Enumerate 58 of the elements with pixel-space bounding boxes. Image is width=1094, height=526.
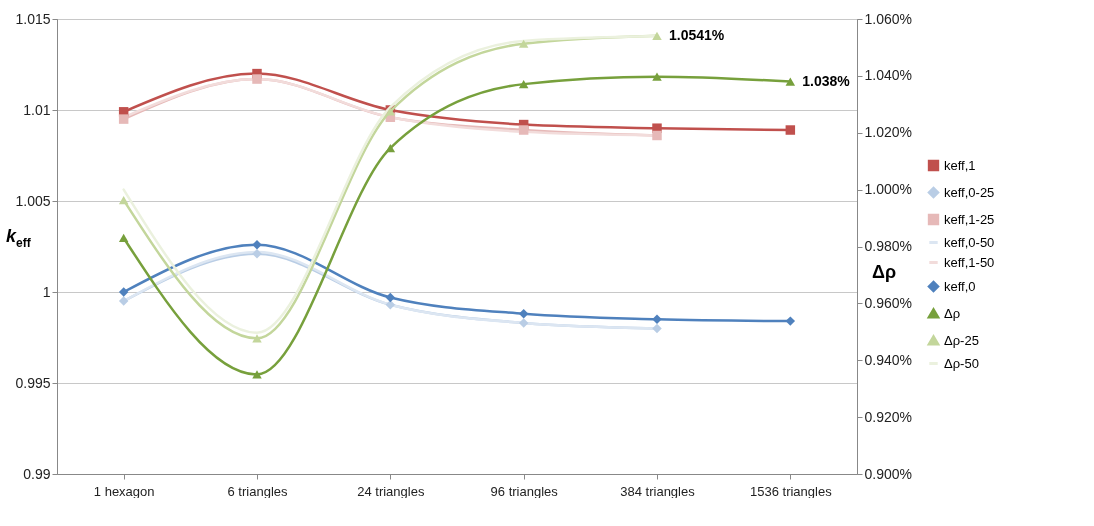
- point: [652, 72, 662, 81]
- point: [785, 125, 796, 135]
- point: [785, 77, 796, 86]
- legend-label: keff,1-50: [944, 254, 995, 270]
- y-tick-label: 0.99: [23, 465, 51, 482]
- y2-tick-label: 0.940%: [864, 351, 912, 368]
- legend-label: keff,0: [944, 278, 976, 294]
- point: [518, 309, 529, 319]
- data-label: 1.038%: [802, 72, 851, 89]
- y2-tick-label: 1.040%: [864, 67, 912, 84]
- y-tick-label: 1.005: [15, 192, 51, 209]
- x-tick-label: 24 triangles: [357, 483, 425, 499]
- point: [252, 74, 262, 84]
- point: [652, 130, 662, 141]
- y-tick-label: 1: [42, 283, 51, 300]
- y-tick-label: 1.01: [23, 101, 51, 118]
- x-tick-label: 1 hexagon: [93, 483, 155, 499]
- y-axis-title: k$_{eff}$: [6, 226, 31, 250]
- y-tick-label: 0.995: [15, 374, 51, 391]
- point: [118, 233, 129, 243]
- point: [252, 239, 262, 250]
- y-tick-label: 1.015: [15, 10, 51, 27]
- legend-label: keff,1-25: [944, 211, 995, 227]
- point: [385, 292, 396, 303]
- y2-tick-label: 0.980%: [864, 238, 912, 254]
- point: [652, 314, 662, 325]
- y2-tick-label: 1.020%: [864, 124, 912, 141]
- point: [385, 144, 396, 153]
- legend-label: Δρ-50: [944, 355, 979, 371]
- point: [652, 31, 662, 40]
- point: [518, 80, 529, 89]
- point: [118, 287, 129, 297]
- y2-tick-label: 0.900%: [864, 465, 912, 482]
- x-tick-label: 384 triangles: [620, 483, 696, 499]
- legend-label: keff,0-50: [944, 234, 995, 250]
- legend-label: keff,0-25: [944, 184, 995, 200]
- point: [118, 296, 129, 306]
- legend-label: keff,1: [944, 157, 976, 173]
- point: [252, 370, 262, 379]
- point: [118, 196, 129, 205]
- point: [518, 318, 529, 328]
- y2-tick-label: 1.000%: [864, 181, 912, 198]
- point: [518, 125, 529, 135]
- x-tick-label: 96 triangles: [490, 483, 559, 499]
- x-tick-label: 1536 triangles: [750, 483, 833, 499]
- data-label: 1.0541%: [669, 26, 725, 43]
- point: [785, 316, 796, 326]
- y2-tick-label: 1.060%: [864, 10, 912, 27]
- y2-axis-title: Δρ: [872, 262, 897, 283]
- y2-tick-label: 0.960%: [864, 294, 912, 311]
- point: [385, 300, 396, 310]
- legend-label: Δρ-25: [944, 332, 979, 348]
- x-tick-label: 6 triangles: [227, 483, 288, 499]
- point: [118, 114, 129, 124]
- legend-label: Δρ: [944, 305, 961, 321]
- point: [518, 39, 529, 48]
- y2-tick-label: 0.920%: [864, 408, 912, 425]
- point: [652, 323, 662, 334]
